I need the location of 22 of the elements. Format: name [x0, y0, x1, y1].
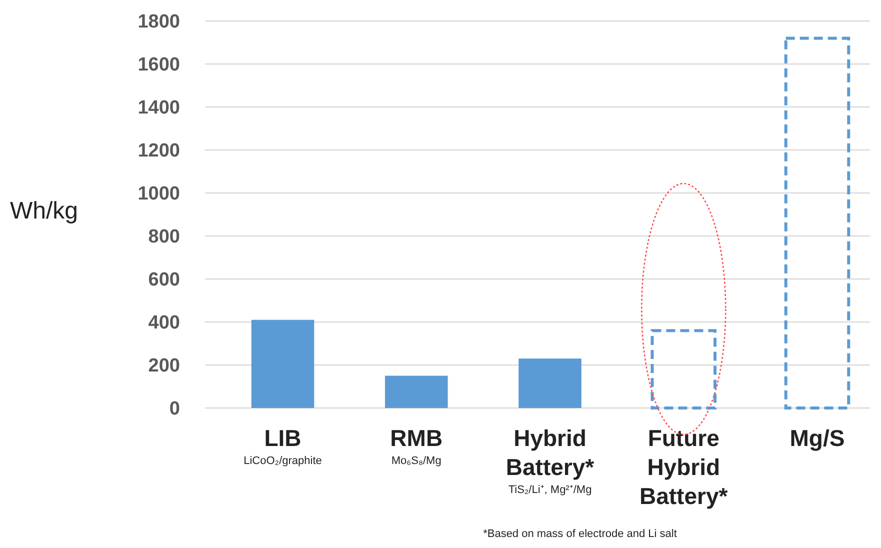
y-axis-title: Wh/kg [10, 197, 78, 224]
x-tick-label: RMB Mo₆S₈/Mg [390, 425, 443, 467]
y-tick-label: 600 [148, 270, 180, 291]
y-tick-label: 1800 [138, 12, 180, 33]
x-tick-label: Future Hybrid Battery* [640, 425, 728, 509]
y-tick-label: 800 [148, 226, 180, 248]
bar [251, 320, 314, 408]
y-tick-label: 1200 [138, 140, 180, 162]
bar [384, 376, 448, 408]
y-tick-label: 1600 [138, 54, 180, 76]
bar [784, 36, 850, 410]
y-tick-label: 0 [169, 398, 180, 420]
text: *Based on mass of electrode and Li salt [483, 528, 677, 540]
y-tick-label: 400 [148, 312, 180, 334]
y-tick-label: 1000 [138, 184, 180, 205]
bar [518, 358, 582, 408]
x-tick-label: Hybrid Battery* TiS₂/Li⁺, Mg²⁺/Mg [506, 425, 594, 496]
y-tick-label: 1400 [138, 98, 180, 119]
x-tick-label: Mg/S [790, 425, 845, 451]
y-tick-label: 200 [148, 356, 180, 377]
bar [650, 329, 717, 410]
x-tick-label: LIB LiCoO₂/graphite [244, 425, 322, 467]
